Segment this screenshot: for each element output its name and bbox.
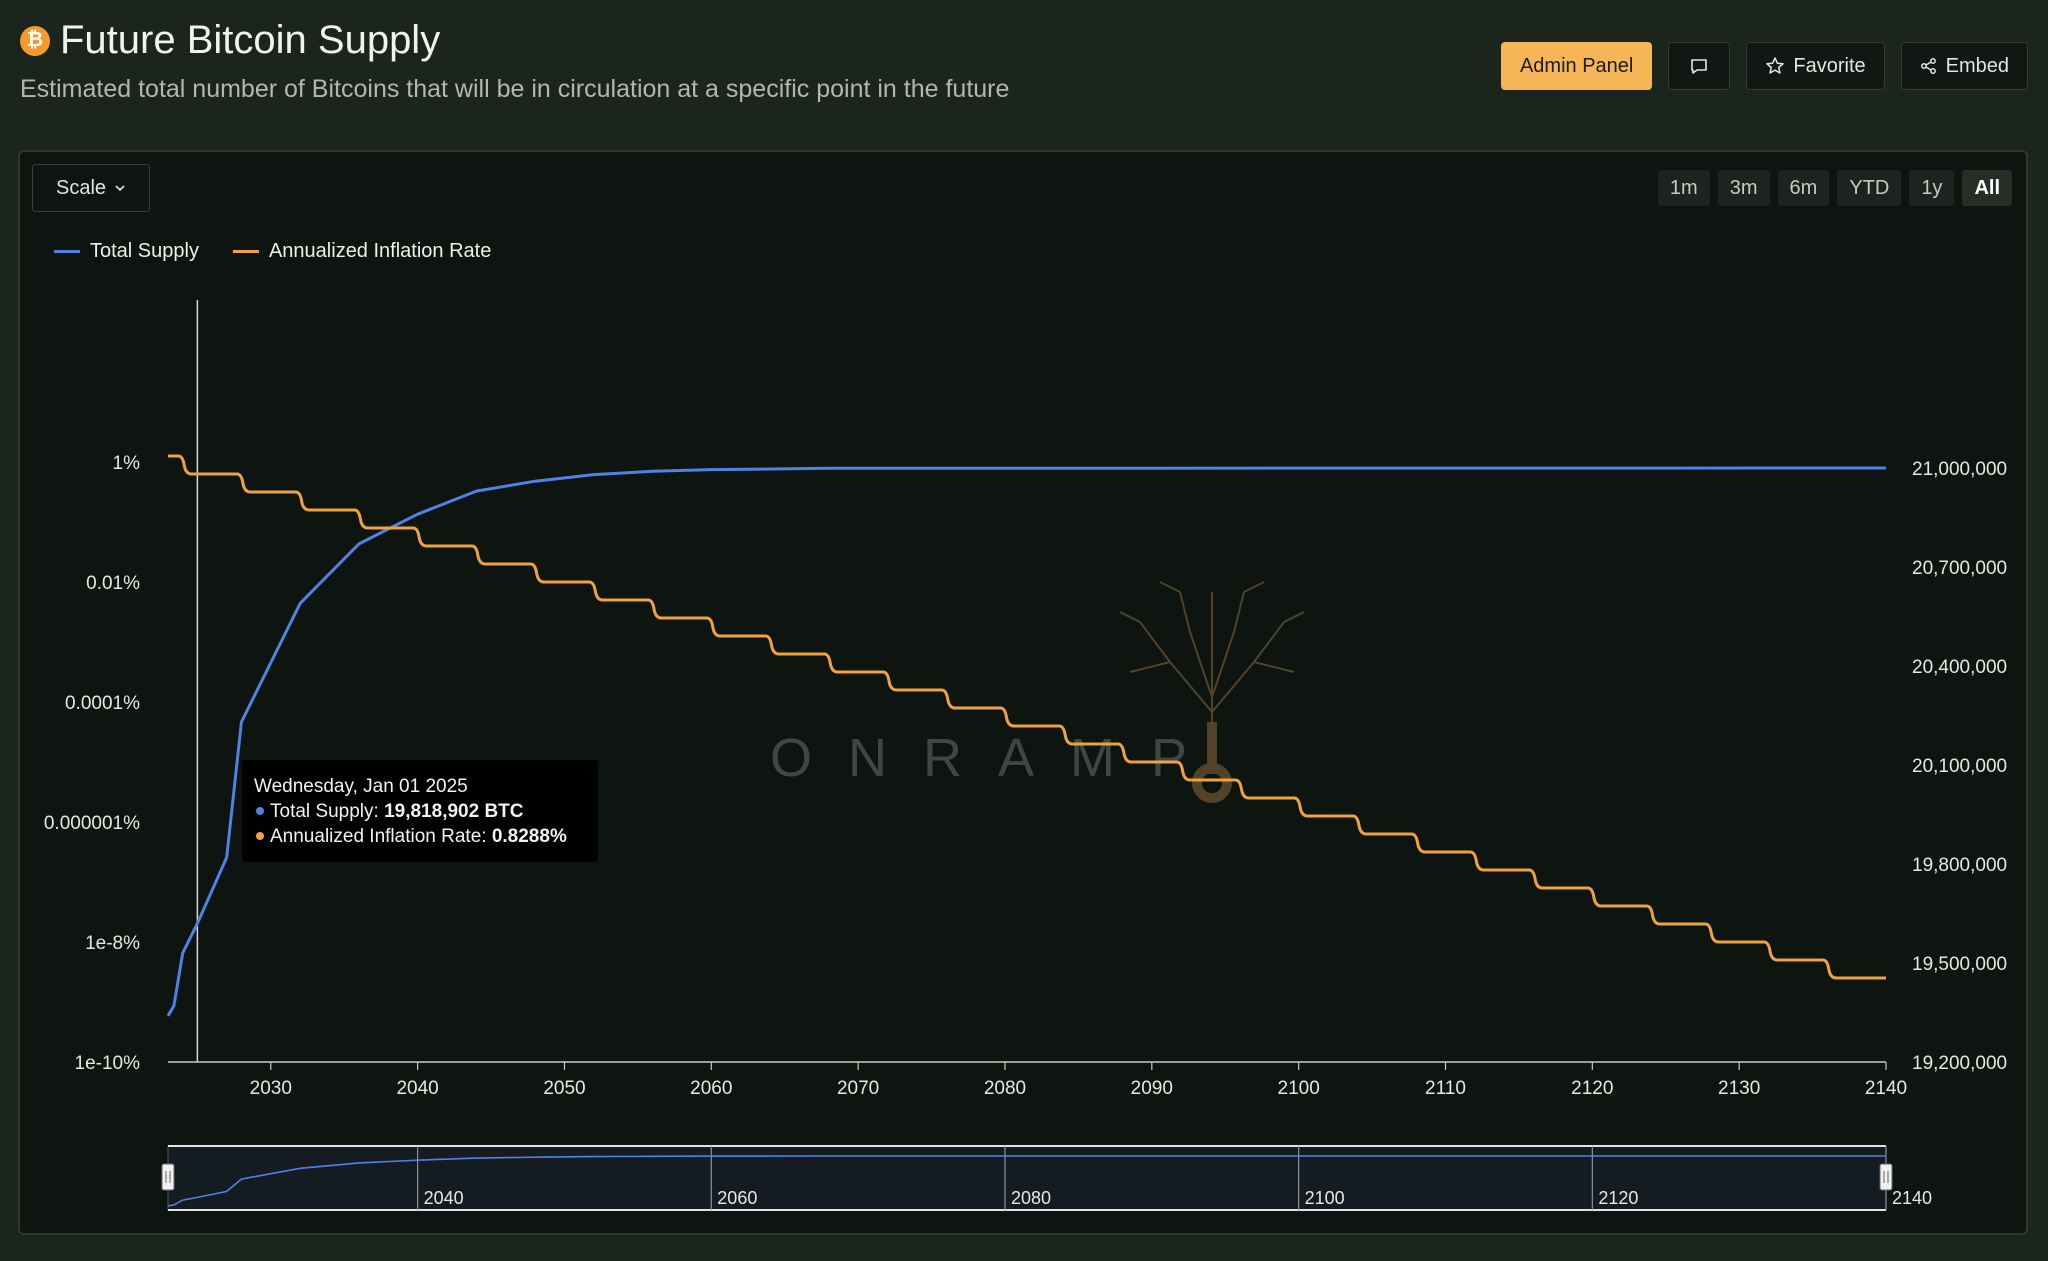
chart-legend: Total Supply Annualized Inflation Rate bbox=[54, 240, 491, 263]
legend-swatch-supply bbox=[54, 250, 80, 253]
navigator-left-handle[interactable] bbox=[161, 1163, 175, 1191]
range-1y[interactable]: 1y bbox=[1909, 170, 1955, 206]
onramp-watermark: ONRAMP bbox=[770, 581, 1305, 803]
chevron-down-icon bbox=[115, 185, 125, 192]
chart-panel: Scale 1m 3m 6m YTD 1y All Total Supply A… bbox=[18, 150, 2028, 1235]
tooltip-inflation-dot bbox=[256, 832, 264, 840]
y-right-tick-label: 19,200,000 bbox=[1912, 1053, 2007, 1074]
comment-button[interactable] bbox=[1668, 42, 1731, 90]
scale-label: Scale bbox=[55, 176, 107, 199]
watermark-text: ONRAMP bbox=[770, 728, 1223, 788]
y-left-tick-label: 0.01% bbox=[86, 573, 140, 594]
series-layer bbox=[166, 454, 1887, 1017]
navigator-right-handle[interactable] bbox=[1879, 1163, 1893, 1191]
tooltip-supply-value: 19,818,902 BTC bbox=[384, 801, 524, 822]
navigator[interactable]: 2040 2060 2080 2100 2120 2140 bbox=[161, 1145, 1932, 1211]
navigator-tick-label: 2080 bbox=[1011, 1188, 1051, 1208]
y-right-tick-label: 20,700,000 bbox=[1912, 558, 2007, 579]
navigator-tick-label: 2100 bbox=[1305, 1188, 1345, 1208]
chart-canvas[interactable]: ONRAMP 2030 2040 2050 2060 2070 2080 2090 2100 2… bbox=[20, 152, 2026, 1233]
tooltip-date: Wednesday, Jan 01 2025 bbox=[254, 776, 468, 797]
x-tick-label: 2060 bbox=[690, 1078, 732, 1099]
tooltip-supply-dot bbox=[256, 807, 264, 815]
x-tick-label: 2070 bbox=[837, 1078, 879, 1099]
legend-item-inflation-rate[interactable]: Annualized Inflation Rate bbox=[232, 240, 492, 263]
y-left-tick-label: 1% bbox=[113, 453, 141, 474]
chart-tooltip: Wednesday, Jan 01 2025 Total Supply: 19,… bbox=[242, 760, 598, 862]
range-6m[interactable]: 6m bbox=[1777, 170, 1830, 206]
x-tick-label: 2120 bbox=[1571, 1078, 1613, 1099]
navigator-supply-line bbox=[167, 1155, 1886, 1207]
tooltip-inflation-row: Annualized Inflation Rate: 0.8288% bbox=[254, 824, 586, 849]
range-1m[interactable]: 1m bbox=[1657, 170, 1710, 206]
inflation-rate-line bbox=[168, 454, 1886, 980]
header-actions: Admin Panel Favorite Embed bbox=[1500, 42, 2028, 90]
y-right-tick-label: 19,500,000 bbox=[1912, 954, 2007, 975]
comment-icon bbox=[1691, 59, 1708, 74]
y-right-tick-label: 21,000,000 bbox=[1912, 459, 2007, 480]
legend-item-total-supply[interactable]: Total Supply bbox=[54, 240, 199, 263]
x-tick-label: 2100 bbox=[1278, 1078, 1320, 1099]
x-tick-label: 2080 bbox=[984, 1078, 1026, 1099]
tooltip-supply-label: Total Supply: bbox=[270, 801, 379, 822]
x-tick-label: 2090 bbox=[1131, 1078, 1173, 1099]
y-right-tick-label: 20,100,000 bbox=[1912, 756, 2007, 777]
navigator-tick-label: 2060 bbox=[717, 1188, 757, 1208]
admin-panel-label: Admin Panel bbox=[1519, 54, 1634, 77]
y-left-tick-label: 0.000001% bbox=[44, 813, 140, 834]
x-tick-label: 2050 bbox=[543, 1078, 585, 1099]
y-right-tick-label: 19,800,000 bbox=[1912, 855, 2007, 876]
y-left-tick-label: 1e-8% bbox=[85, 933, 140, 954]
y-left-tick-label: 0.0001% bbox=[65, 693, 140, 714]
range-ytd[interactable]: YTD bbox=[1837, 170, 1902, 206]
watermark-o-ring bbox=[1192, 763, 1232, 803]
range-selector: 1m 3m 6m YTD 1y All bbox=[1657, 170, 2012, 206]
favorite-button[interactable]: Favorite bbox=[1746, 42, 1885, 90]
navigator-tick-label: 2120 bbox=[1598, 1188, 1638, 1208]
page-header: ₿ Future Bitcoin Supply Estimated total … bbox=[20, 18, 2028, 118]
legend-label-supply: Total Supply bbox=[90, 240, 199, 262]
embed-label: Embed bbox=[1945, 54, 2009, 77]
legend-label-inflation: Annualized Inflation Rate bbox=[268, 240, 492, 262]
x-tick-label: 2040 bbox=[396, 1078, 438, 1099]
bitcoin-logo-icon: ₿ bbox=[20, 25, 50, 56]
range-3m[interactable]: 3m bbox=[1717, 170, 1770, 206]
admin-panel-button[interactable]: Admin Panel bbox=[1500, 42, 1653, 90]
page-subtitle: Estimated total number of Bitcoins that … bbox=[20, 75, 1010, 103]
tooltip-inflation-value: 0.8288% bbox=[491, 826, 567, 847]
x-tick-label: 2110 bbox=[1425, 1078, 1466, 1099]
x-tick-label: 2140 bbox=[1865, 1078, 1907, 1099]
page-title: Future Bitcoin Supply bbox=[60, 18, 441, 62]
star-icon bbox=[1766, 57, 1785, 74]
tooltip-inflation-label: Annualized Inflation Rate: bbox=[270, 826, 487, 847]
embed-button[interactable]: Embed bbox=[1900, 42, 2028, 90]
navigator-tick-label: 2140 bbox=[1892, 1188, 1932, 1208]
y-right-tick-label: 20,400,000 bbox=[1912, 657, 2007, 678]
scale-dropdown[interactable]: Scale bbox=[32, 164, 150, 212]
axis-layer: 2030 2040 2050 2060 2070 2080 2090 2100 2110 2120… bbox=[44, 300, 2007, 1099]
range-all[interactable]: All bbox=[1962, 170, 2012, 206]
navigator-tick-label: 2040 bbox=[424, 1188, 464, 1208]
tooltip-supply-row: Total Supply: 19,818,902 BTC bbox=[254, 799, 586, 824]
y-left-tick-label: 1e-10% bbox=[75, 1053, 141, 1074]
favorite-label: Favorite bbox=[1793, 54, 1866, 77]
share-icon bbox=[1920, 58, 1936, 74]
legend-swatch-inflation bbox=[232, 250, 259, 253]
x-tick-label: 2130 bbox=[1718, 1078, 1760, 1099]
x-tick-label: 2030 bbox=[250, 1078, 292, 1099]
